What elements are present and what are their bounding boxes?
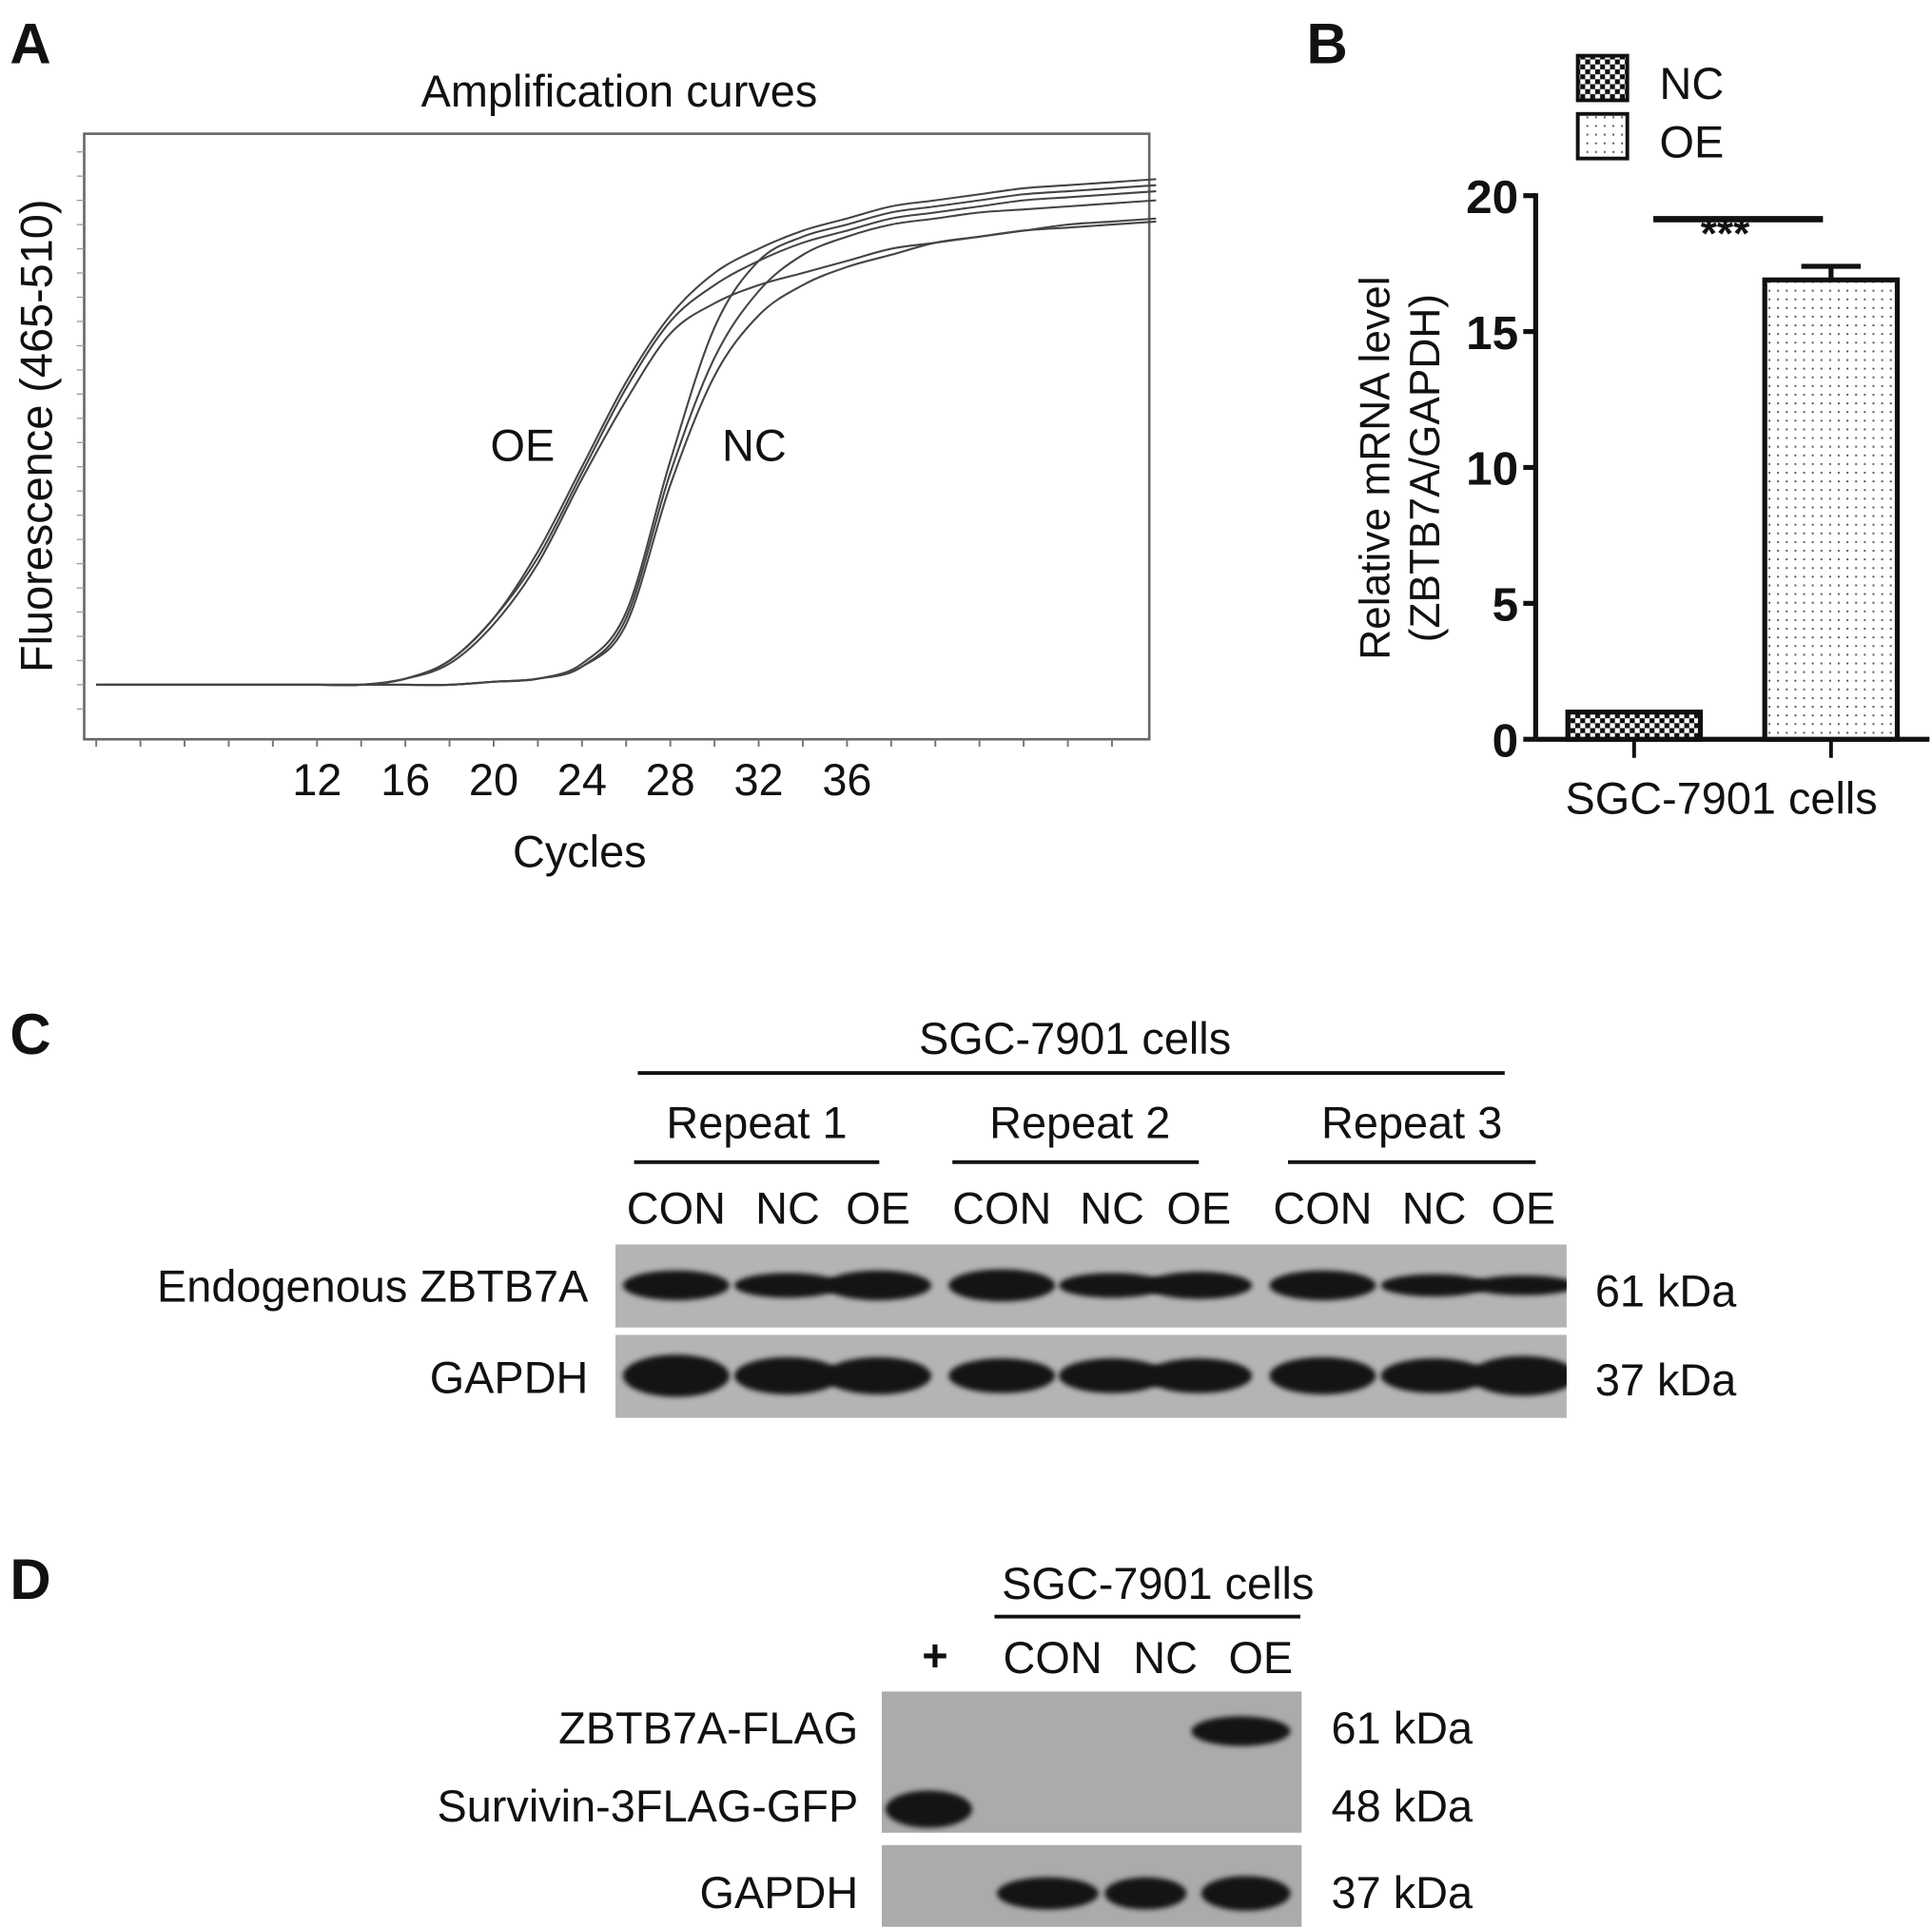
blot-d-title-line bbox=[994, 1614, 1300, 1619]
band-gapdh bbox=[622, 1354, 730, 1397]
lane-label-con: CON bbox=[1003, 1631, 1103, 1684]
curve-label-nc: NC bbox=[722, 420, 787, 470]
x-tick-label: 16 bbox=[381, 755, 430, 805]
band-gapdh bbox=[948, 1358, 1056, 1393]
panel-letter-d: D bbox=[10, 1547, 51, 1611]
repeat-line-3 bbox=[1287, 1159, 1536, 1164]
band-zbtb7a bbox=[1470, 1275, 1567, 1295]
x-tick-label: 32 bbox=[733, 755, 783, 805]
panel-letter-b: B bbox=[1306, 10, 1348, 76]
row-label-endogenous-zbtb7a: Endogenous ZBTB7A bbox=[157, 1260, 589, 1312]
panel-letter-c: C bbox=[10, 1002, 51, 1066]
band-zbtb7a bbox=[825, 1270, 932, 1300]
band-zbtb7a-flag-oe bbox=[1191, 1716, 1291, 1746]
x-axis-label: Cycles bbox=[513, 827, 647, 876]
band-gapdh bbox=[825, 1356, 932, 1394]
size-label-48kda-d: 48 kDa bbox=[1331, 1781, 1473, 1832]
band-zbtb7a bbox=[734, 1273, 841, 1298]
band-gapdh bbox=[1145, 1358, 1253, 1393]
amplification-chart: Amplification curves Fluorescence (465-5… bbox=[12, 67, 1157, 876]
band-gapdh bbox=[1269, 1356, 1376, 1394]
blot-c-title: SGC-7901 cells bbox=[918, 1012, 1232, 1064]
band-zbtb7a bbox=[622, 1270, 730, 1300]
band-survivin-positive bbox=[885, 1790, 972, 1828]
x-tick-label: 20 bbox=[469, 755, 518, 805]
lane-label-nc: NC bbox=[755, 1182, 820, 1234]
lane-label-positive: + bbox=[922, 1629, 948, 1681]
amplification-curve-oe bbox=[96, 178, 1157, 687]
repeat-label-2: Repeat 2 bbox=[989, 1097, 1171, 1148]
blot-c-title-line bbox=[637, 1071, 1505, 1076]
repeat-line-2 bbox=[952, 1159, 1200, 1164]
band-gapdh-nc bbox=[1104, 1877, 1187, 1910]
lane-label-con: CON bbox=[952, 1182, 1052, 1234]
band-zbtb7a bbox=[1269, 1270, 1376, 1300]
y-tick-label: 10 bbox=[1466, 443, 1518, 496]
band-gapdh-oe bbox=[1200, 1876, 1291, 1911]
legend-label-oe: OE bbox=[1660, 117, 1725, 166]
repeat-label-1: Repeat 1 bbox=[666, 1097, 848, 1148]
y-tick-label: 15 bbox=[1466, 307, 1518, 360]
x-tick-label: 24 bbox=[557, 755, 607, 805]
curve-label-oe: OE bbox=[491, 420, 556, 470]
blot-c-zbtb7a bbox=[615, 1244, 1567, 1328]
size-label-37kda: 37 kDa bbox=[1594, 1354, 1737, 1406]
row-label-survivin: Survivin-3FLAG-GFP bbox=[437, 1781, 859, 1832]
lane-label-nc: NC bbox=[1080, 1182, 1144, 1234]
row-label-gapdh-d: GAPDH bbox=[699, 1867, 859, 1918]
lane-label-con: CON bbox=[1273, 1182, 1373, 1234]
band-gapdh bbox=[1380, 1358, 1488, 1393]
amplification-curve-oe bbox=[96, 217, 1157, 687]
size-label-61kda-d: 61 kDa bbox=[1331, 1703, 1473, 1754]
legend-swatch-oe bbox=[1575, 111, 1630, 161]
lane-label-nc: NC bbox=[1133, 1631, 1198, 1684]
y-tick-label: 20 bbox=[1466, 171, 1518, 224]
band-gapdh bbox=[734, 1356, 841, 1394]
significance-stars: *** bbox=[1701, 210, 1750, 257]
size-label-61kda: 61 kDa bbox=[1594, 1265, 1737, 1316]
y-axis-label-line2: (ZBTB7A/GAPDH) bbox=[1402, 294, 1449, 642]
y-tick-label: 5 bbox=[1493, 579, 1519, 632]
amplification-curve-nc bbox=[96, 220, 1157, 687]
legend-label-nc: NC bbox=[1660, 59, 1725, 108]
chart-title: Amplification curves bbox=[421, 67, 818, 116]
x-tick-label: 12 bbox=[292, 755, 342, 805]
band-gapdh-con bbox=[997, 1877, 1099, 1910]
blot-c-gapdh bbox=[615, 1334, 1567, 1418]
repeat-label-3: Repeat 3 bbox=[1321, 1097, 1503, 1148]
x-tick-label: 36 bbox=[822, 755, 871, 805]
band-zbtb7a bbox=[1380, 1274, 1488, 1297]
blot-d-gapdh bbox=[881, 1844, 1302, 1927]
lane-label-oe: OE bbox=[846, 1182, 910, 1234]
size-label-37kda-d: 37 kDa bbox=[1331, 1867, 1473, 1918]
lane-label-con: CON bbox=[626, 1182, 726, 1234]
band-zbtb7a bbox=[948, 1269, 1056, 1302]
y-tick-label: 0 bbox=[1493, 714, 1519, 767]
band-zbtb7a bbox=[1145, 1272, 1253, 1299]
panel-letter-a: A bbox=[10, 10, 51, 76]
bar-nc bbox=[1565, 710, 1704, 742]
band-gapdh bbox=[1470, 1355, 1567, 1396]
blot-d-flag bbox=[881, 1691, 1302, 1833]
y-axis-label-line1: Relative mRNA level bbox=[1353, 276, 1399, 659]
plot-frame bbox=[83, 132, 1151, 741]
y-axis-label: Fluorescence (465-510) bbox=[12, 200, 62, 673]
lane-label-oe: OE bbox=[1228, 1631, 1294, 1684]
x-axis-label: SGC-7901 cells bbox=[1566, 773, 1878, 823]
lane-label-oe: OE bbox=[1166, 1182, 1232, 1234]
row-label-gapdh: GAPDH bbox=[429, 1352, 589, 1404]
repeat-line-1 bbox=[634, 1159, 880, 1164]
legend-swatch-nc bbox=[1575, 53, 1630, 103]
bar-oe bbox=[1762, 277, 1901, 742]
amplification-curve-nc bbox=[96, 184, 1157, 687]
lane-label-nc: NC bbox=[1401, 1182, 1467, 1234]
x-tick-label: 28 bbox=[646, 755, 695, 805]
blot-d-title: SGC-7901 cells bbox=[1002, 1557, 1315, 1609]
row-label-zbtb7a-flag: ZBTB7A-FLAG bbox=[558, 1703, 859, 1754]
lane-label-oe: OE bbox=[1491, 1182, 1556, 1234]
